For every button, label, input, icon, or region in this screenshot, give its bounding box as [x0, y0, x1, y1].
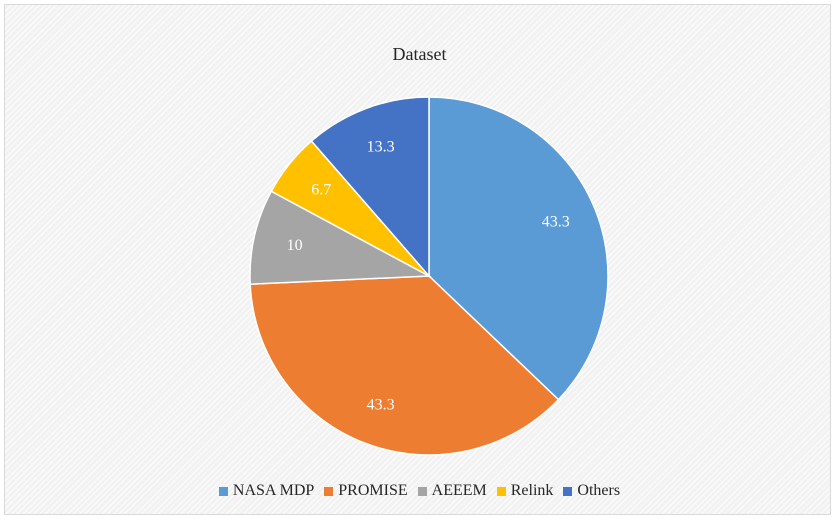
- pie-slice-aeeem: [249, 190, 432, 285]
- legend: NASA MDP PROMISE AEEEM Relink Others: [0, 482, 839, 500]
- legend-label-promise: PROMISE: [338, 482, 408, 499]
- legend-swatch-promise: [324, 486, 334, 496]
- data-label-promise: 43.3: [367, 397, 395, 414]
- legend-swatch-aeeem: [417, 486, 427, 496]
- legend-label-others: Others: [577, 482, 621, 499]
- legend-swatch-others: [563, 486, 573, 496]
- legend-item-nasa-mdp: NASA MDP: [218, 482, 315, 500]
- legend-item-promise: PROMISE: [324, 482, 408, 500]
- pie-slice-others: [310, 96, 430, 279]
- legend-swatch-relink: [496, 486, 506, 496]
- legend-swatch-nasa-mdp: [218, 486, 228, 496]
- pie-slices: [249, 96, 609, 456]
- legend-label-aeeem: AEEEM: [431, 482, 487, 499]
- chart-title: Dataset: [392, 44, 447, 64]
- data-label-aeeem: 10: [287, 237, 303, 254]
- legend-item-relink: Relink: [496, 482, 554, 500]
- legend-item-others: Others: [563, 482, 620, 500]
- data-label-others: 13.3: [367, 138, 395, 155]
- data-label-nasa-mdp: 43.3: [542, 213, 570, 230]
- legend-label-relink: Relink: [510, 482, 554, 499]
- legend-label-nasa-mdp: NASA MDP: [232, 482, 315, 499]
- legend-item-aeeem: AEEEM: [417, 482, 487, 500]
- pie-labels: 43.3 43.3 10 6.7 13.3: [287, 138, 570, 413]
- data-label-relink: 6.7: [311, 182, 331, 199]
- pie-slice-nasa-mdp: [428, 96, 609, 401]
- pie-slice-promise: [249, 275, 560, 456]
